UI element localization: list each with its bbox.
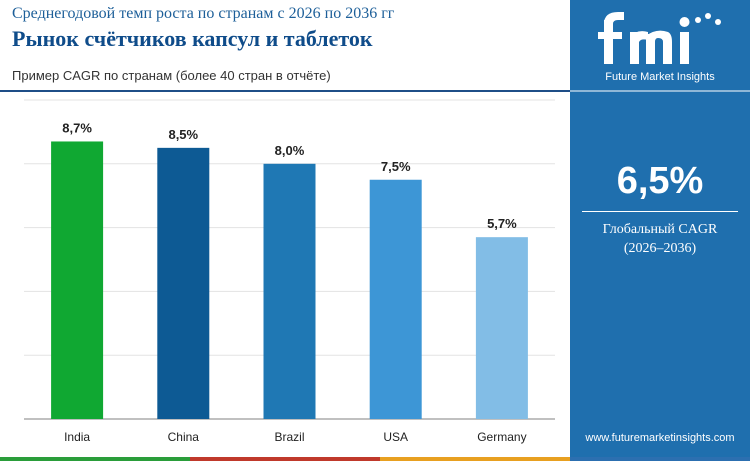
global-cagr-label-line-1: Глобальный CAGR <box>602 222 718 237</box>
sidebar-divider <box>570 90 750 92</box>
x-tick-label-brazil: Brazil <box>274 430 304 444</box>
x-tick-label-usa: USA <box>383 430 408 444</box>
bottom-stripe-red <box>190 457 380 461</box>
x-tick-label-china: China <box>168 430 200 444</box>
data-label-usa: 7,5% <box>381 159 411 174</box>
bottom-stripe-blue <box>570 457 750 461</box>
data-label-germany: 5,7% <box>487 216 517 231</box>
logo-caption: Future Market Insights <box>605 71 715 83</box>
fmi-logo: Future Market Insights <box>598 12 721 83</box>
global-cagr-label: Глобальный CAGR (2026–2036) <box>570 220 750 258</box>
bar-germany <box>475 237 528 419</box>
chart-note: Пример CAGR по странам (более 40 стран в… <box>12 68 331 83</box>
data-label-brazil: 8,0% <box>275 143 305 158</box>
data-label-china: 8,5% <box>168 127 198 142</box>
global-cagr-period: (2026–2036) <box>623 241 697 256</box>
x-tick-label-germany: Germany <box>477 430 526 444</box>
data-label-india: 8,7% <box>62 120 92 135</box>
bar-usa <box>369 179 422 419</box>
chart-title: Рынок счётчиков капсул и таблеток <box>12 26 373 51</box>
bar-brazil <box>263 163 316 419</box>
bottom-stripe-green <box>0 457 190 461</box>
website-link[interactable]: www.futuremarketinsights.com <box>585 432 735 444</box>
header-divider <box>0 90 570 92</box>
bar-india <box>51 141 104 419</box>
global-cagr-value: 6,5% <box>616 160 704 202</box>
bar-china <box>157 147 210 419</box>
kpi-divider <box>582 211 738 212</box>
sidebar-panel: Future Market Insights 6,5% Глобальный C… <box>570 0 750 461</box>
chart-header: Среднегодовой темп роста по странам с 20… <box>12 4 562 52</box>
bar-chart: 8,7% India 8,5% China 8,0% Brazil 7,5% USA 5,7% G… <box>24 99 555 444</box>
bottom-stripe-orange <box>380 457 570 461</box>
chart-subtitle: Среднегодовой темп роста по странам с 20… <box>12 5 395 22</box>
x-tick-label-india: India <box>64 430 90 444</box>
